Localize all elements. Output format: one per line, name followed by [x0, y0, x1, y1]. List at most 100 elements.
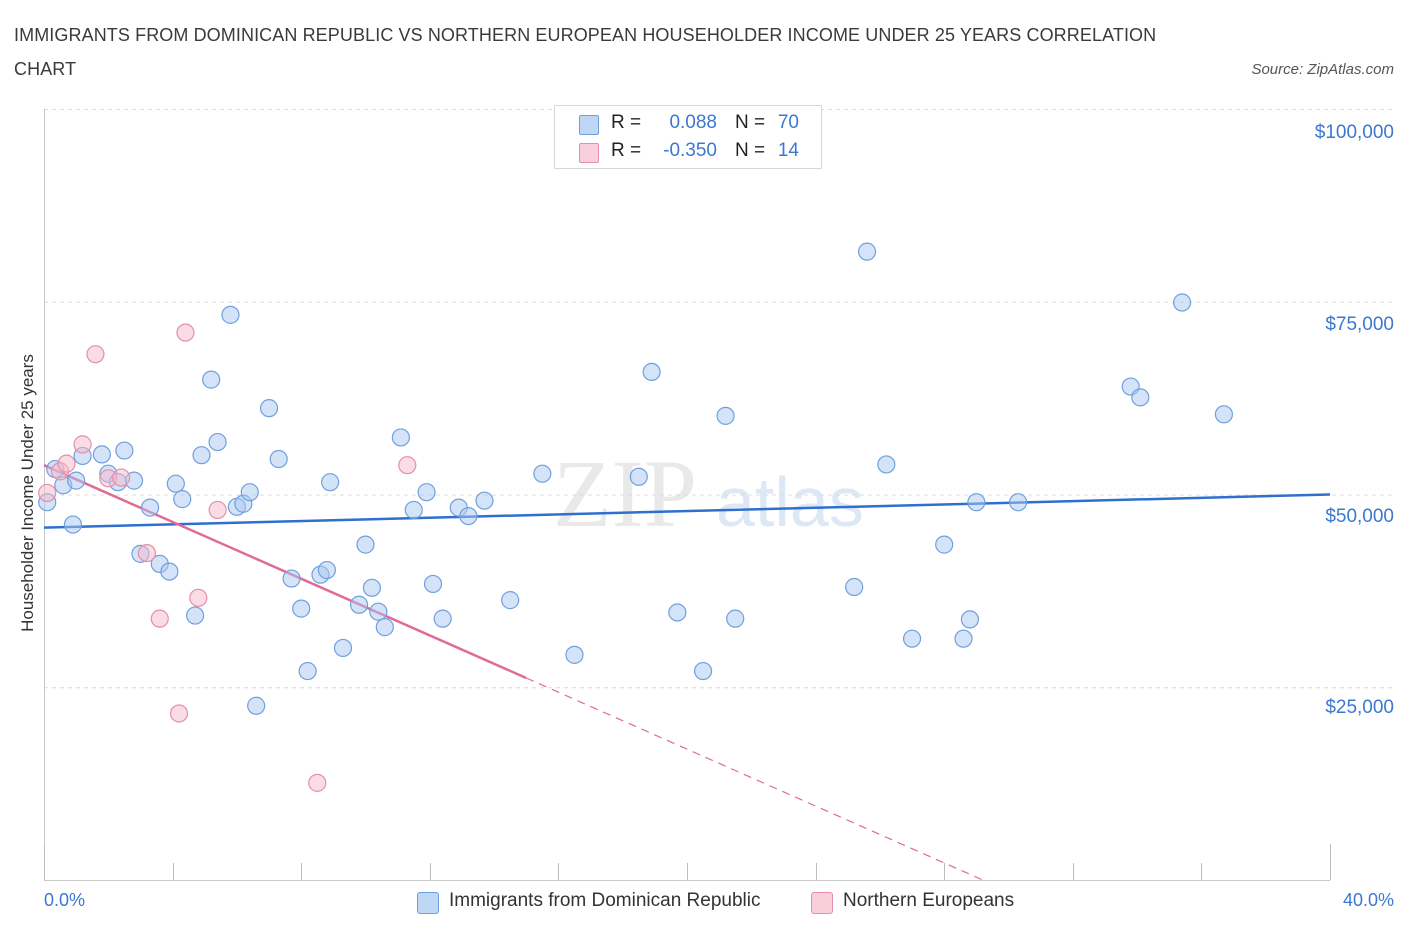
point-dominican [501, 591, 520, 610]
point-northern-european [150, 609, 169, 628]
point-northern-european [176, 323, 195, 342]
r-label: R = [611, 140, 642, 161]
point-dominican [166, 474, 185, 493]
point-dominican [668, 603, 687, 622]
point-northern-european [308, 773, 327, 792]
point-dominican [693, 661, 713, 681]
point-dominican [902, 629, 922, 648]
trendline-dominican [43, 493, 1331, 529]
point-dominican [423, 574, 443, 594]
point-dominican [247, 696, 266, 715]
point-northern-european [137, 543, 156, 563]
blue-swatch [417, 892, 439, 914]
point-dominican [269, 449, 288, 469]
point-dominican [642, 362, 661, 382]
point-dominican [1214, 405, 1234, 424]
watermark-zip: ZIP [553, 440, 697, 547]
point-dominican [208, 432, 227, 452]
point-northern-european [398, 456, 417, 475]
point-dominican [1009, 493, 1028, 512]
point-dominican [391, 428, 410, 447]
n-value: 70 [777, 112, 799, 133]
point-dominican [321, 473, 340, 492]
point-dominican [298, 661, 317, 681]
data-points [38, 242, 1234, 792]
y-tick-label: $75,000 [1325, 314, 1394, 335]
y-tick-label: $50,000 [1325, 506, 1394, 527]
point-dominican [877, 455, 896, 474]
point-dominican [140, 498, 160, 517]
point-dominican [160, 562, 179, 581]
correlation-stats-box: R = 0.088 N = 70 R = -0.350 N = 14 [554, 105, 822, 169]
point-dominican [333, 638, 353, 658]
point-dominican [362, 578, 382, 597]
point-dominican [960, 610, 980, 629]
legend-label: Northern Europeans [843, 890, 1015, 911]
y-tick-label: $100,000 [1314, 122, 1394, 143]
point-dominican [202, 370, 221, 389]
n-label: N = [735, 140, 766, 161]
n-label: N = [735, 112, 766, 133]
point-northern-european [57, 454, 76, 473]
point-dominican [857, 242, 877, 261]
point-dominican [192, 446, 211, 465]
r-value: -0.350 [663, 140, 717, 161]
pink-swatch [811, 892, 833, 914]
source-label: Source: ZipAtlas.com [1251, 61, 1394, 78]
x-tick-label-min: 0.0% [44, 890, 86, 910]
point-dominican [369, 602, 388, 621]
point-dominican [349, 595, 369, 614]
y-axis-label: Householder Income Under 25 years [18, 354, 37, 632]
point-northern-european [86, 345, 105, 364]
point-dominican [954, 629, 973, 648]
point-dominican [417, 483, 436, 502]
y-tick-label: $25,000 [1325, 697, 1394, 718]
point-dominican [433, 609, 452, 628]
n-value: 14 [777, 140, 799, 161]
trendline-northern-europeans [43, 464, 527, 680]
trend-lines [43, 464, 1331, 881]
point-dominican [221, 305, 240, 324]
grid-lines [44, 109, 1395, 689]
point-dominican [67, 471, 86, 490]
pink-swatch [579, 143, 599, 163]
watermark-atlas: atlas [716, 463, 864, 541]
point-dominican [356, 535, 375, 554]
blue-swatch [579, 115, 599, 135]
point-northern-european [208, 500, 227, 520]
point-dominican [404, 500, 423, 520]
point-dominican [240, 483, 259, 502]
point-dominican [1173, 293, 1192, 312]
watermark: ZIP atlas [553, 440, 864, 547]
point-dominican [375, 618, 394, 637]
r-label: R = [611, 112, 642, 133]
trendline-extension-northern-europeans [526, 677, 984, 881]
point-dominican [565, 645, 584, 664]
x-tick-label-max: 40.0% [1342, 890, 1394, 910]
point-dominican [292, 599, 311, 618]
legend-label: Immigrants from Dominican Republic [449, 890, 761, 911]
point-dominican [726, 609, 745, 628]
point-dominican [63, 515, 83, 534]
point-northern-european [73, 435, 92, 454]
point-dominican [259, 399, 279, 418]
point-dominican [716, 406, 735, 425]
chart-title: IMMIGRANTS FROM DOMINICAN REPUBLIC VS NO… [14, 25, 1157, 79]
point-dominican [92, 445, 111, 464]
point-dominican [845, 577, 864, 597]
point-dominican [1131, 388, 1150, 407]
point-dominican [173, 490, 192, 509]
point-dominican [115, 441, 134, 460]
point-dominican [282, 569, 301, 588]
point-dominican [533, 464, 552, 483]
point-dominican [629, 467, 648, 486]
point-northern-european [38, 483, 57, 503]
r-value: 0.088 [669, 112, 717, 133]
point-dominican [317, 560, 337, 580]
point-northern-european [112, 468, 131, 487]
point-dominican [475, 491, 494, 510]
point-dominican [186, 606, 205, 625]
point-dominican [967, 493, 986, 512]
point-northern-european [189, 588, 208, 607]
